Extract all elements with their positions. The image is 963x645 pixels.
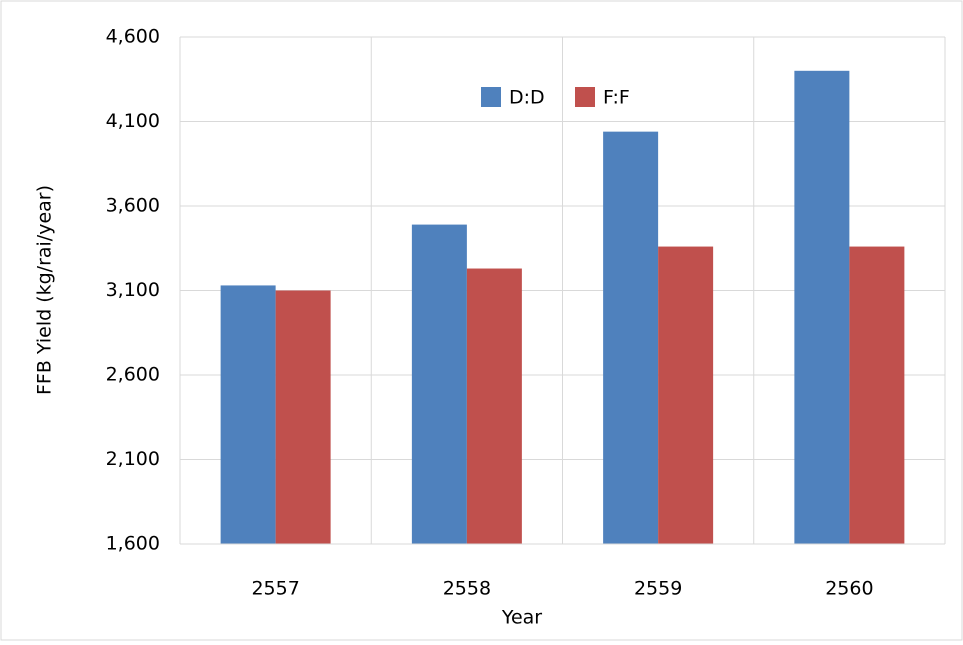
legend-label: F:F bbox=[603, 87, 630, 109]
x-tick-label: 2559 bbox=[634, 578, 682, 600]
bar bbox=[849, 246, 905, 544]
bar bbox=[220, 285, 276, 544]
y-tick-label: 2,600 bbox=[106, 364, 160, 386]
bar bbox=[275, 290, 331, 544]
y-tick-label: 2,100 bbox=[106, 448, 160, 470]
bar bbox=[794, 70, 850, 545]
legend-swatch bbox=[575, 87, 595, 107]
y-tick-label: 4,100 bbox=[106, 110, 160, 132]
bar bbox=[466, 268, 522, 544]
x-tick-label: 2560 bbox=[825, 578, 873, 600]
y-tick-label: 1,600 bbox=[106, 533, 160, 555]
y-tick-label: 3,600 bbox=[106, 195, 160, 217]
bar bbox=[658, 246, 714, 544]
y-tick-label: 3,100 bbox=[106, 279, 160, 301]
y-axis-title: FFB Yield (kg/rai/year) bbox=[34, 185, 56, 395]
x-tick-label: 2558 bbox=[443, 578, 491, 600]
x-axis-title: Year bbox=[501, 607, 542, 629]
x-tick-label: 2557 bbox=[251, 578, 299, 600]
legend-label: D:D bbox=[509, 87, 545, 109]
legend-swatch bbox=[481, 87, 501, 107]
bar bbox=[411, 224, 467, 544]
bar bbox=[603, 131, 659, 544]
y-tick-label: 4,600 bbox=[106, 26, 160, 48]
